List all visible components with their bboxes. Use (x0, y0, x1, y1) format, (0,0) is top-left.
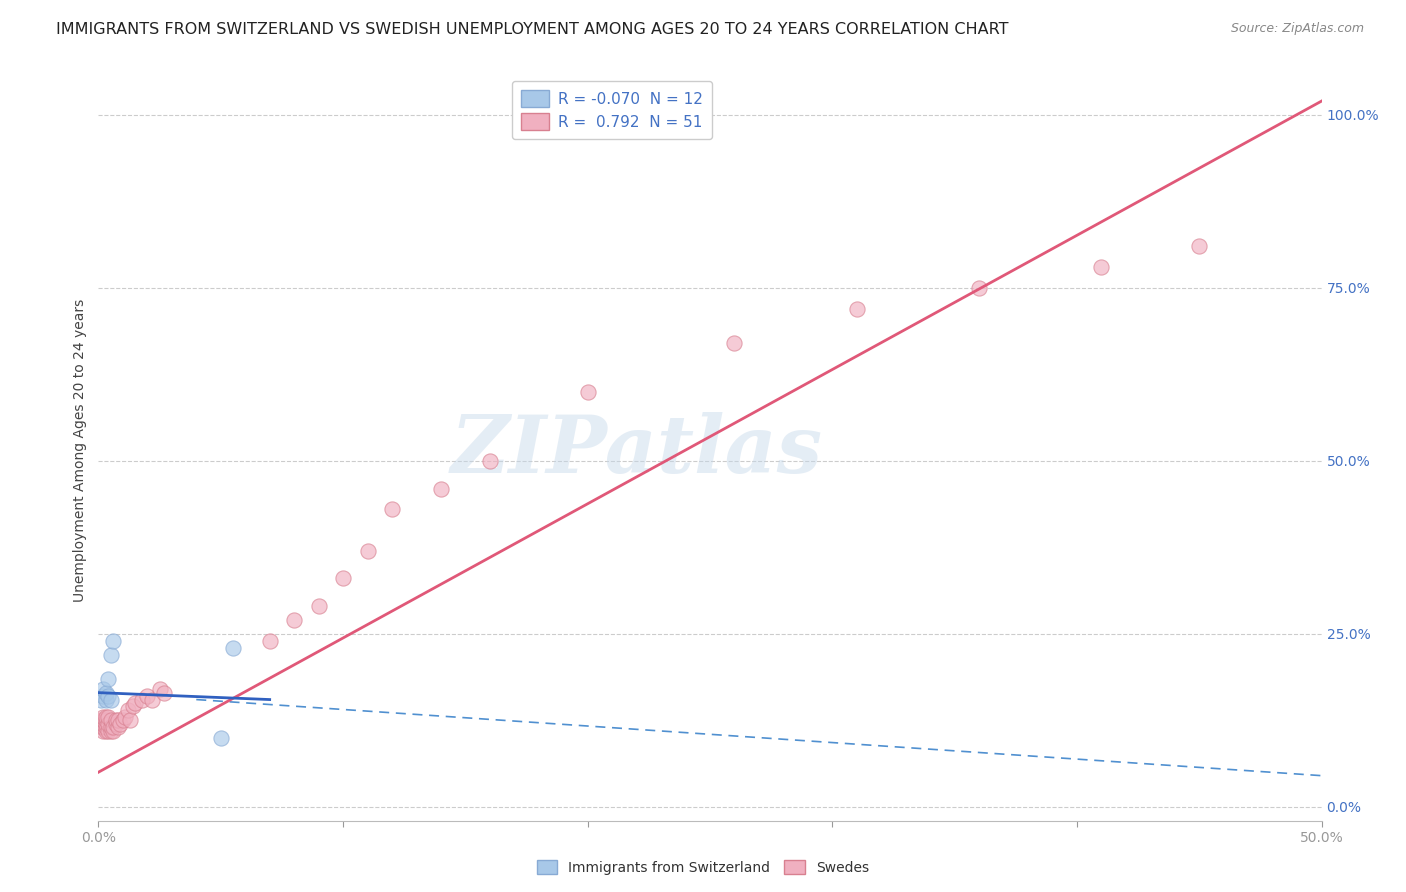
Point (90, 714, 112, 728)
Point (91, 689, 114, 703)
Point (845, 301, 868, 316)
Point (90, 692, 112, 706)
Legend: Immigrants from Switzerland, Swedes: Immigrants from Switzerland, Swedes (531, 855, 875, 880)
Point (136, 689, 159, 703)
Point (308, 599, 330, 614)
Point (111, 714, 134, 728)
Text: IMMIGRANTS FROM SWITZERLAND VS SWEDISH UNEMPLOYMENT AMONG AGES 20 TO 24 YEARS CO: IMMIGRANTS FROM SWITZERLAND VS SWEDISH U… (56, 22, 1008, 37)
Point (101, 720, 124, 734)
Point (94, 714, 117, 728)
Point (100, 648, 122, 662)
Legend: R = -0.070  N = 12, R =  0.792  N = 51: R = -0.070 N = 12, R = 0.792 N = 51 (512, 80, 711, 139)
Point (356, 543, 378, 558)
Point (100, 723, 122, 738)
Point (430, 482, 453, 496)
Y-axis label: Unemployment Among Ages 20 to 24 years: Unemployment Among Ages 20 to 24 years (73, 299, 87, 602)
Point (94, 723, 117, 738)
Point (107, 714, 129, 728)
Point (120, 714, 142, 728)
Point (478, 454, 501, 468)
Point (153, 685, 176, 699)
Point (104, 714, 127, 728)
Point (1090, 260, 1112, 274)
Point (101, 723, 124, 738)
Point (104, 716, 127, 731)
Point (90, 716, 112, 731)
Point (91, 710, 114, 724)
Point (94, 720, 117, 734)
Point (91, 716, 114, 731)
Point (967, 281, 990, 295)
Point (107, 720, 129, 734)
Point (131, 692, 153, 706)
Point (1188, 239, 1211, 253)
Point (121, 699, 143, 714)
Point (91, 682, 114, 697)
Point (97, 716, 120, 731)
Point (576, 384, 599, 399)
Point (283, 613, 305, 627)
Point (91, 723, 114, 738)
Point (97, 689, 120, 703)
Text: Source: ZipAtlas.com: Source: ZipAtlas.com (1230, 22, 1364, 36)
Point (114, 710, 136, 724)
Point (100, 714, 122, 728)
Point (723, 336, 745, 351)
Point (381, 502, 404, 516)
Point (259, 633, 281, 648)
Point (101, 633, 124, 648)
Point (222, 640, 245, 655)
Point (97, 710, 120, 724)
Point (209, 731, 232, 745)
Point (91, 720, 114, 734)
Point (149, 682, 172, 697)
Point (94, 692, 117, 706)
Point (141, 692, 163, 706)
Point (97, 723, 120, 738)
Point (97, 672, 120, 686)
Point (94, 716, 117, 731)
Point (94, 685, 117, 699)
Point (100, 692, 122, 706)
Point (90, 720, 112, 734)
Point (100, 720, 122, 734)
Point (110, 716, 132, 731)
Point (117, 703, 139, 717)
Point (94, 710, 117, 724)
Point (124, 696, 146, 710)
Point (332, 572, 354, 586)
Point (91, 714, 114, 728)
Text: ZIPatlas: ZIPatlas (450, 412, 823, 489)
